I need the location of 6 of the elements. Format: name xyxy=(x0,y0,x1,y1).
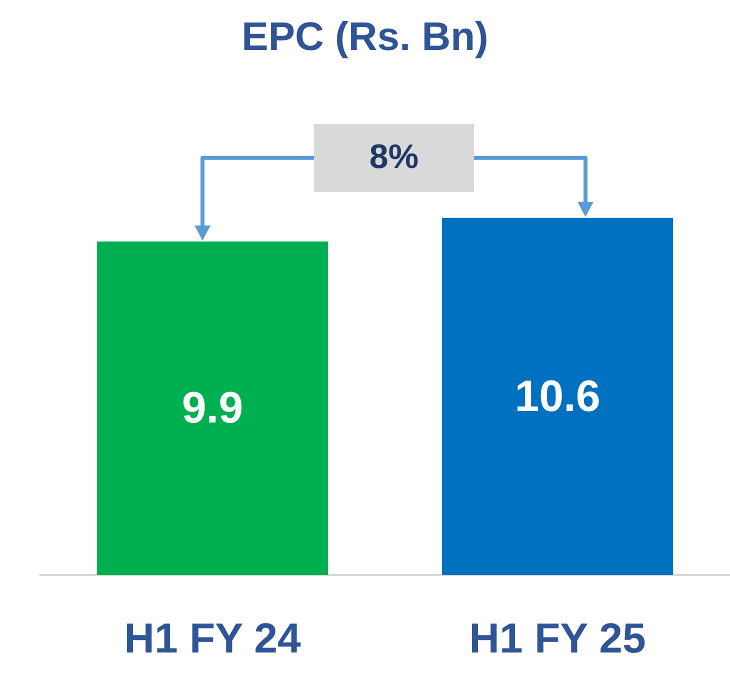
chart-title: EPC (Rs. Bn) xyxy=(242,15,488,59)
x-tick-label: H1 FY 24 xyxy=(124,614,302,662)
text: 8% xyxy=(314,124,474,192)
data-label: 10.6 xyxy=(514,372,600,421)
x-tick-label: H1 FY 25 xyxy=(469,614,646,662)
data-label: 9.9 xyxy=(182,384,244,433)
